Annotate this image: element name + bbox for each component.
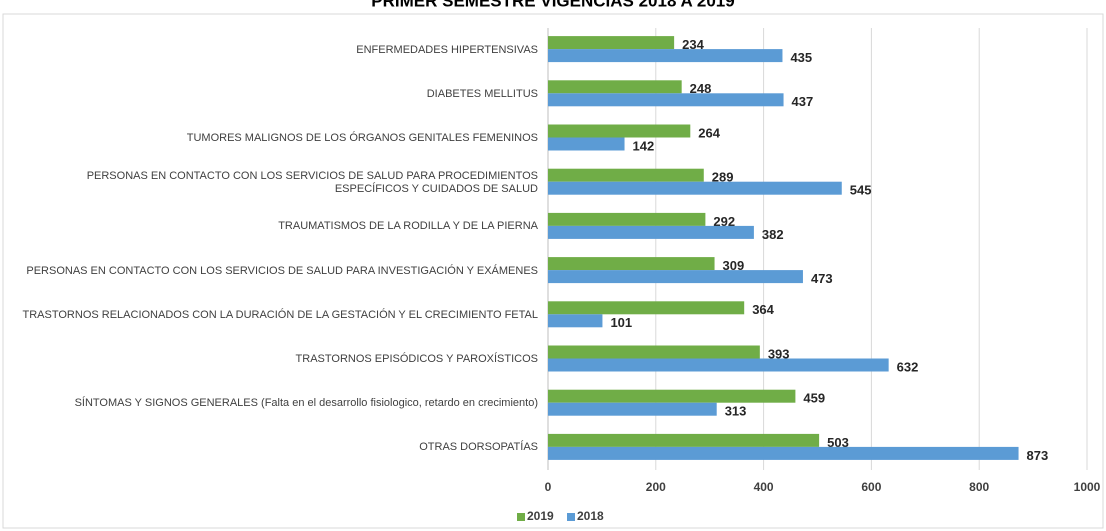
value-label: 313: [725, 404, 747, 419]
x-tick-label: 200: [646, 480, 666, 494]
category-label: SÍNTOMAS Y SIGNOS GENERALES (Falta en el…: [74, 397, 538, 410]
category-label: TRASTORNOS RELACIONADOS CON LA DURACIÓN …: [22, 308, 538, 321]
bar: [548, 225, 754, 239]
bar: [548, 49, 783, 63]
bar: [548, 446, 1019, 460]
value-label: 309: [723, 258, 745, 273]
value-label: 873: [1027, 448, 1049, 463]
x-tick-label: 1000: [1074, 480, 1101, 494]
x-tick-label: 800: [969, 480, 989, 494]
category-label: ENFERMEDADES HIPERTENSIVAS: [356, 43, 538, 56]
bar: [548, 168, 704, 182]
value-label: 364: [752, 302, 774, 317]
value-label: 234: [682, 37, 704, 52]
x-tick-label: 0: [545, 480, 552, 494]
category-label: DIABETES MELLITUS: [426, 87, 538, 100]
bar: [548, 358, 889, 372]
legend-label: 2019: [527, 509, 554, 523]
value-label: 459: [803, 391, 825, 406]
value-label: 248: [690, 81, 712, 96]
bar: [548, 93, 784, 107]
chart-title: PRIMER SEMESTRE VIGENCIAS 2018 A 2019: [371, 0, 734, 10]
value-label: 545: [850, 183, 872, 198]
x-tick-label: 600: [861, 480, 881, 494]
value-label: 435: [790, 50, 812, 65]
bar: [548, 181, 842, 195]
value-label: 142: [633, 138, 655, 153]
value-label: 101: [610, 315, 632, 330]
bar: [548, 36, 675, 50]
bar: [548, 270, 803, 284]
value-label: 503: [827, 435, 849, 450]
value-label: 292: [713, 214, 735, 229]
bar: [548, 433, 820, 447]
bar: [548, 124, 691, 138]
bar: [548, 345, 760, 359]
category-label: TRAUMATISMOS DE LA RODILLA Y DE LA PIERN…: [278, 220, 538, 233]
bar: [548, 257, 715, 271]
bar: [548, 137, 625, 151]
chart-border: [2, 13, 1104, 529]
category-label: PERSONAS EN CONTACTO CON LOS SERVICIOS D…: [26, 264, 538, 277]
bar: [548, 80, 682, 94]
bar: [548, 389, 796, 403]
category-label: PERSONAS EN CONTACTO CON LOS SERVICIOS D…: [86, 169, 538, 195]
bar: [548, 301, 745, 315]
value-label: 437: [792, 94, 814, 109]
bar: [548, 402, 717, 416]
legend-swatch: [517, 513, 525, 521]
value-label: 264: [698, 125, 720, 140]
value-label: 632: [897, 359, 919, 374]
value-label: 393: [768, 346, 790, 361]
x-tick-label: 400: [754, 480, 774, 494]
legend-swatch: [567, 513, 575, 521]
value-label: 289: [712, 170, 734, 185]
bar: [548, 314, 603, 328]
legend-label: 2018: [577, 509, 604, 523]
value-label: 382: [762, 227, 784, 242]
value-label: 473: [811, 271, 833, 286]
category-label: TRASTORNOS EPISÓDICOS Y PAROXÍSTICOS: [295, 352, 538, 365]
bar: [548, 212, 706, 226]
category-label: OTRAS DORSOPATÍAS: [419, 441, 538, 454]
category-label: TUMORES MALIGNOS DE LOS ÓRGANOS GENITALE…: [186, 131, 538, 144]
